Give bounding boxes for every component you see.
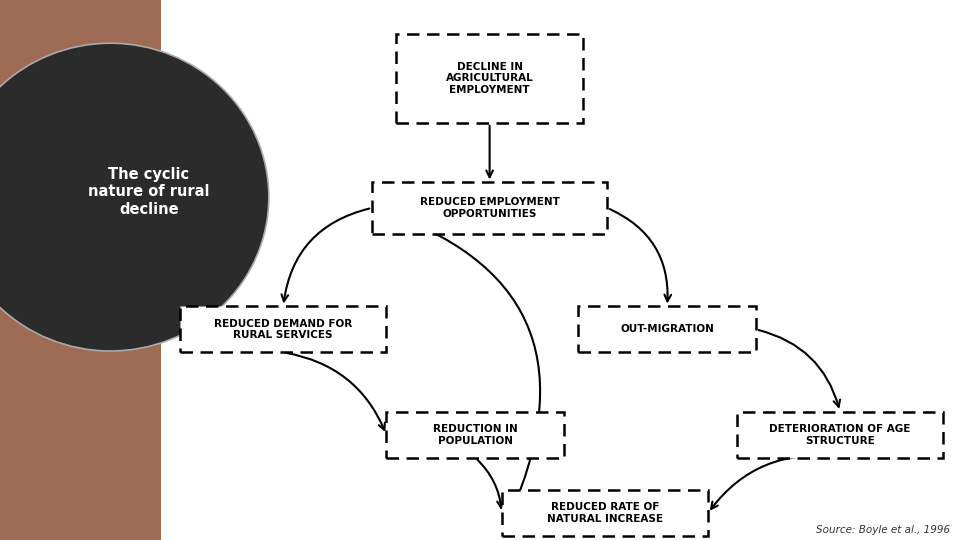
Text: DETERIORATION OF AGE
STRUCTURE: DETERIORATION OF AGE STRUCTURE [769,424,911,446]
Bar [372,183,608,233]
Bar [578,306,756,352]
Text: Source: Boyle et al., 1996: Source: Boyle et al., 1996 [816,524,950,535]
Ellipse shape [0,43,269,351]
Bar [180,306,386,352]
Bar [386,411,564,458]
Text: OUT-MIGRATION: OUT-MIGRATION [620,325,714,334]
Bar [396,33,583,123]
Text: The cyclic
nature of rural
decline: The cyclic nature of rural decline [88,167,209,217]
Text: REDUCED RATE OF
NATURAL INCREASE: REDUCED RATE OF NATURAL INCREASE [547,502,662,524]
Bar [737,411,943,458]
Bar [0,0,161,540]
Text: REDUCED EMPLOYMENT
OPPORTUNITIES: REDUCED EMPLOYMENT OPPORTUNITIES [420,197,560,219]
Bar [501,490,708,536]
Text: REDUCED DEMAND FOR
RURAL SERVICES: REDUCED DEMAND FOR RURAL SERVICES [214,319,352,340]
Text: REDUCTION IN
POPULATION: REDUCTION IN POPULATION [433,424,517,446]
Text: DECLINE IN
AGRICULTURAL
EMPLOYMENT: DECLINE IN AGRICULTURAL EMPLOYMENT [445,62,534,95]
